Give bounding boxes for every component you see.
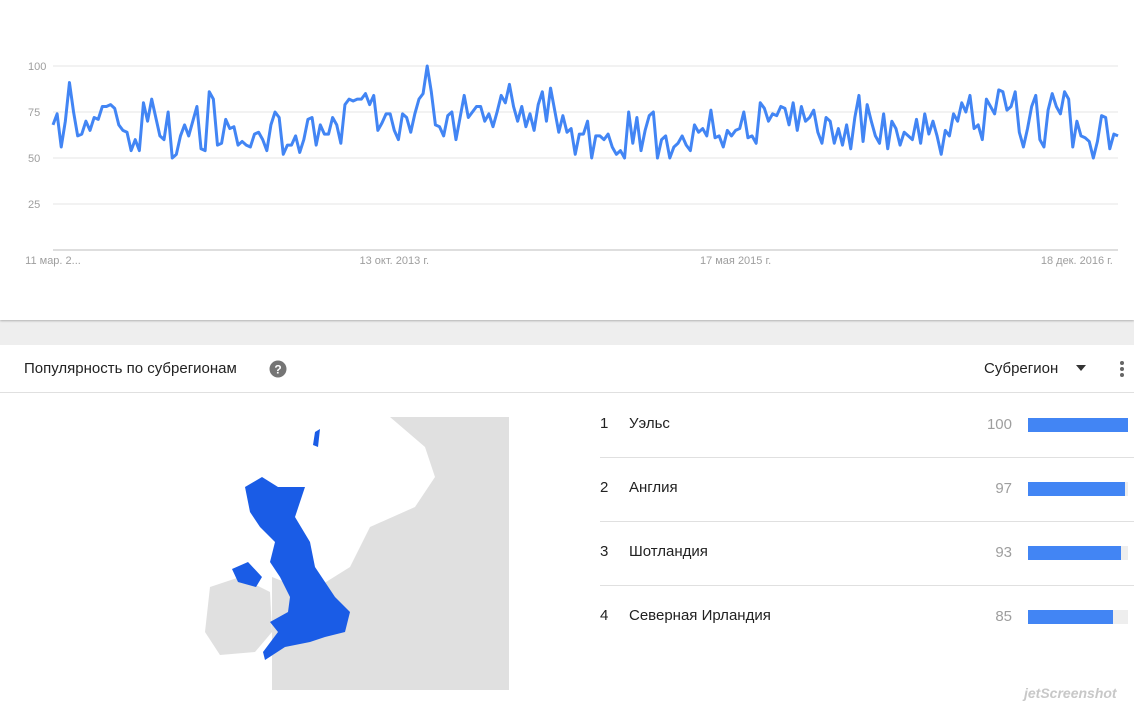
region-name: Англия [629, 479, 678, 496]
interest-over-time-card: 25 50 75 100 11 мар. 2... 13 окт. 2013 г. 17 м… [0, 0, 1134, 320]
region-value: 97 [995, 480, 1012, 497]
region-value: 85 [995, 608, 1012, 625]
bar [1028, 418, 1128, 432]
region-name: Северная Ирландия [629, 607, 771, 624]
bar [1028, 482, 1125, 496]
region-name: Уэльс [629, 415, 670, 432]
svg-text:?: ? [274, 363, 281, 377]
trend-line [51, 64, 1119, 160]
map [205, 417, 509, 690]
divider [0, 392, 1134, 393]
region-value: 93 [995, 544, 1012, 561]
more-menu[interactable] [1118, 360, 1126, 380]
y-tick-label: 75 [28, 107, 40, 119]
x-tick-label: 18 дек. 2016 г. [1041, 255, 1113, 267]
region-row[interactable]: 3 Шотландия 93 [600, 521, 1134, 585]
x-tick-label: 13 окт. 2013 г. [360, 255, 430, 267]
bar [1028, 546, 1121, 560]
section-title: Популярность по субрегионам [24, 360, 237, 377]
dropdown-arrow[interactable] [1076, 365, 1088, 373]
rank: 3 [600, 543, 609, 560]
y-tick-label: 50 [28, 153, 40, 165]
bar-track [1028, 546, 1128, 560]
region-card: Популярность по субрегионам ? Субрегион … [0, 345, 1134, 710]
rank: 4 [600, 607, 609, 624]
bar-track [1028, 482, 1128, 496]
y-tick-label: 25 [28, 199, 40, 211]
row-divider [600, 585, 1134, 586]
bar-track [1028, 610, 1128, 624]
y-tick-label: 100 [28, 61, 46, 73]
row-divider [600, 457, 1134, 458]
x-tick-label: 11 мар. 2... [25, 255, 81, 267]
rank: 1 [600, 415, 609, 432]
bar [1028, 610, 1113, 624]
region-row[interactable]: 4 Северная Ирландия 85 [600, 585, 1134, 649]
region-value: 100 [986, 416, 1012, 433]
region-name: Шотландия [629, 543, 708, 560]
help-icon[interactable]: ? [268, 359, 288, 379]
region-dropdown[interactable]: Субрегион [984, 360, 1059, 377]
chart: 25 50 75 100 11 мар. 2... 13 окт. 2013 г. 17 м… [25, 61, 1119, 267]
region-row[interactable]: 2 Англия 97 [600, 457, 1134, 521]
x-tick-label: 17 мая 2015 г. [700, 255, 771, 267]
region-row[interactable]: 1 Уэльс 100 [600, 393, 1134, 457]
bar-track [1028, 418, 1128, 432]
watermark: jetScreenshot [1024, 685, 1117, 701]
rank: 2 [600, 479, 609, 496]
row-divider [600, 521, 1134, 522]
